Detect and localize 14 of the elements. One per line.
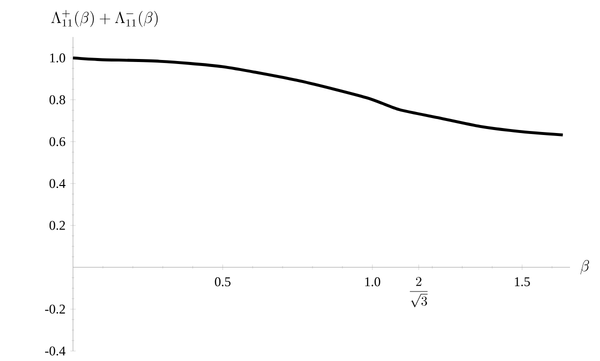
y-tick-label: 0.6 <box>50 137 66 146</box>
y-tick-label: 0.8 <box>50 95 66 104</box>
y-tick-label: 0.4 <box>50 179 66 188</box>
x-tick-label: 1.0 <box>365 277 380 286</box>
x-tick-label: 0.5 <box>214 277 230 286</box>
x-tick-label: 1.5 <box>514 277 530 286</box>
x-axis-title: $\beta$ <box>580 260 590 274</box>
y-axis-title: $\Lambda_{11}^{+}(\beta)+\Lambda_{11}^{-}(\beta)$ <box>51 10 158 27</box>
y-tick-label: 1.0 <box>50 53 66 62</box>
y-tick-label: -0.2 <box>45 304 65 314</box>
line-series <box>72 56 564 136</box>
y-tick-label: 0.2 <box>50 220 65 230</box>
y-tick-label: -0.4 <box>45 346 66 356</box>
x-tick-label: $\frac{2}{\sqrt{3}}$ <box>410 277 428 308</box>
